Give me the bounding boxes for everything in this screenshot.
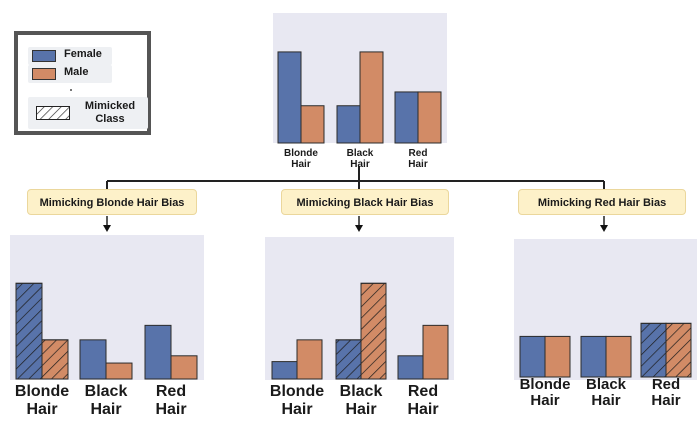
- category-label-red: Red: [156, 383, 186, 400]
- bar-female-black: [580, 335, 607, 378]
- bar-male-blonde: [300, 105, 325, 144]
- bar-female-black: [336, 105, 361, 144]
- category-label-blonde: Blonde: [270, 383, 324, 400]
- category-label-blonde: Blonde: [284, 148, 318, 159]
- hatch-female-blonde: [15, 282, 43, 380]
- bar-male-black: [605, 335, 632, 378]
- bar-female-black: [79, 339, 107, 380]
- legend: Female Male Mimicked Class: [14, 31, 151, 135]
- bias-label-blonde: Mimicking Blonde Hair Bias: [27, 189, 197, 215]
- bar-male-blonde: [544, 335, 571, 378]
- category-label-black: Hair: [350, 159, 370, 170]
- hatch-female-red: [640, 322, 667, 378]
- hatch-male-black: [360, 282, 387, 380]
- hatch-male-red: [665, 322, 692, 378]
- category-label-red: Hair: [155, 401, 186, 418]
- hatch-male-blonde: [41, 339, 69, 380]
- bias-label-red: Mimicking Red Hair Bias: [518, 189, 686, 215]
- bar-male-red: [422, 324, 449, 380]
- category-label-red: Red: [409, 148, 428, 159]
- legend-mimicked-label: Mimicked Class: [84, 100, 136, 125]
- bar-female-blonde: [519, 335, 546, 378]
- legend-male-label: Male: [64, 66, 89, 78]
- category-label-blonde: Hair: [291, 159, 311, 170]
- category-label-blonde: Hair: [530, 392, 559, 409]
- legend-mimicked: Mimicked Class: [28, 97, 148, 129]
- bar-male-red: [170, 355, 198, 380]
- bar-female-blonde: [271, 361, 298, 380]
- hatch-female-black: [335, 339, 362, 380]
- category-label-black: Black: [85, 383, 128, 400]
- bar-female-red: [397, 355, 424, 380]
- category-label-red: Red: [408, 383, 438, 400]
- category-label-black: Hair: [345, 401, 376, 418]
- bar-female-blonde: [277, 51, 302, 144]
- category-label-black: Black: [347, 148, 374, 159]
- bar-male-black: [105, 362, 133, 380]
- bar-male-blonde: [296, 339, 323, 380]
- category-label-red: Red: [652, 376, 680, 393]
- category-label-blonde: Blonde: [15, 383, 69, 400]
- legend-dot: [70, 89, 72, 91]
- legend-female-label: Female: [64, 48, 102, 60]
- category-label-blonde: Hair: [26, 401, 57, 418]
- bar-female-red: [394, 91, 419, 144]
- female-swatch: [32, 50, 56, 62]
- category-label-black: Hair: [90, 401, 121, 418]
- legend-female: Female: [28, 47, 112, 65]
- category-label-red: Hair: [407, 401, 438, 418]
- category-label-red: Hair: [651, 392, 680, 409]
- category-label-blonde: Blonde: [520, 376, 571, 393]
- bar-male-black: [359, 51, 384, 144]
- hatch-swatch: [36, 106, 70, 120]
- category-label-black: Black: [586, 376, 627, 393]
- category-label-blonde: Hair: [281, 401, 312, 418]
- down-arrows: [103, 216, 608, 232]
- category-label-black: Black: [340, 383, 383, 400]
- connector-tree: [106, 166, 605, 190]
- male-swatch: [32, 68, 56, 80]
- bar-female-red: [144, 324, 172, 380]
- category-label-black: Hair: [591, 392, 620, 409]
- legend-male: Male: [28, 65, 112, 83]
- bar-male-red: [417, 91, 442, 144]
- bias-label-black: Mimicking Black Hair Bias: [281, 189, 449, 215]
- category-label-red: Hair: [408, 159, 428, 170]
